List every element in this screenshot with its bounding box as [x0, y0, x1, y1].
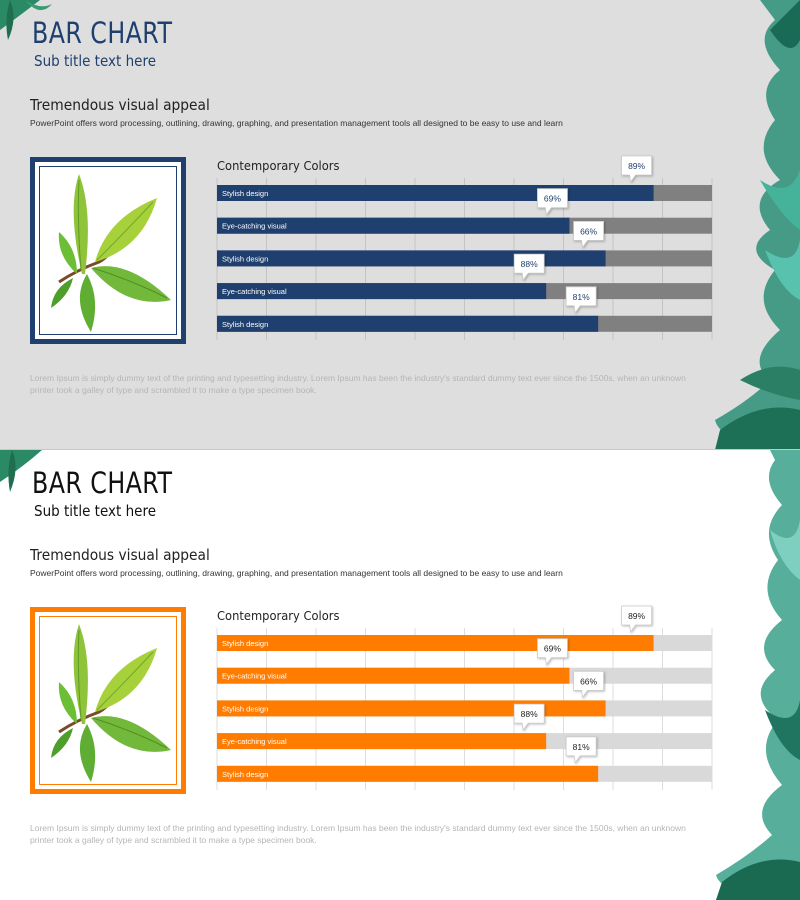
- category-label: Eye-catching visual: [222, 737, 287, 746]
- picture-frame-inner: [39, 616, 177, 785]
- value-callout: 66%: [573, 221, 604, 249]
- bar: [217, 635, 654, 651]
- section-description: PowerPoint offers word processing, outli…: [30, 118, 563, 128]
- value-label: 69%: [544, 194, 561, 204]
- value-label: 89%: [628, 611, 645, 621]
- bar: [217, 700, 606, 717]
- value-label: 88%: [521, 259, 538, 269]
- value-label: 66%: [580, 676, 597, 686]
- slide-orange: BAR CHART Sub title text here Tremendous…: [0, 450, 800, 900]
- callout-bubble: [621, 155, 652, 184]
- category-label: Stylish design: [222, 770, 268, 779]
- value-callout: 69%: [537, 638, 568, 666]
- callout-bubble: [513, 703, 545, 732]
- category-label: Stylish design: [222, 320, 268, 329]
- value-callout: 69%: [537, 188, 568, 216]
- value-label: 81%: [573, 292, 590, 302]
- leaf-image: [51, 624, 171, 782]
- leaf-image: [51, 174, 171, 332]
- callout-bubble: [565, 736, 597, 764]
- callout-bubble: [621, 605, 652, 634]
- callout-bubble: [565, 286, 597, 314]
- picture-frame: [30, 607, 186, 794]
- value-label: 81%: [573, 742, 590, 752]
- value-callout: 66%: [573, 671, 604, 699]
- value-callout: 88%: [513, 703, 545, 732]
- lorem-paragraph: Lorem Ipsum is simply dummy text of the …: [30, 823, 686, 845]
- callout-bubble: [537, 638, 568, 666]
- bar: [217, 217, 570, 234]
- category-label: Stylish design: [222, 254, 268, 263]
- bar: [217, 250, 606, 267]
- category-label: Eye-catching visual: [222, 672, 287, 681]
- bar: [217, 733, 547, 750]
- slide-subtitle: Sub title text here: [34, 502, 157, 520]
- section-heading: Tremendous visual appeal: [30, 546, 210, 564]
- bar: [217, 315, 599, 332]
- category-label: Eye-catching visual: [222, 222, 287, 231]
- category-label: Stylish design: [222, 639, 268, 648]
- category-label: Stylish design: [222, 704, 268, 713]
- chart-title: Contemporary Colors: [217, 158, 340, 173]
- value-callout: 89%: [621, 605, 652, 634]
- lorem-paragraph: Lorem Ipsum is simply dummy text of the …: [30, 373, 686, 395]
- value-label: 89%: [628, 161, 645, 171]
- value-callout: 81%: [565, 286, 597, 314]
- value-callout: 81%: [565, 736, 597, 764]
- value-label: 69%: [544, 644, 561, 654]
- callout-bubble: [573, 671, 604, 699]
- slide-title: BAR CHART: [32, 466, 173, 500]
- slide-title: BAR CHART: [32, 16, 173, 50]
- value-label: 88%: [521, 709, 538, 719]
- bar: [217, 185, 654, 201]
- callout-bubble: [537, 188, 568, 216]
- value-callout: 89%: [621, 155, 652, 184]
- section-description: PowerPoint offers word processing, outli…: [30, 568, 563, 578]
- bar: [217, 283, 547, 300]
- slide-blue: BAR CHART Sub title text here Tremendous…: [0, 0, 800, 450]
- chart-title: Contemporary Colors: [217, 608, 340, 623]
- value-label: 66%: [580, 226, 597, 236]
- slide-subtitle: Sub title text here: [34, 52, 157, 70]
- callout-bubble: [573, 221, 604, 249]
- picture-frame: [30, 157, 186, 344]
- value-callout: 88%: [513, 253, 545, 282]
- bar-chart: Stylish design 89% Eye-catching visual 69% S…: [216, 605, 713, 790]
- callout-bubble: [513, 253, 545, 282]
- picture-frame-inner: [39, 166, 177, 335]
- bar: [217, 765, 599, 782]
- category-label: Eye-catching visual: [222, 287, 287, 296]
- category-label: Stylish design: [222, 189, 268, 198]
- bar: [217, 667, 570, 684]
- bar-chart: Stylish design 89% Eye-catching visual 69% S…: [216, 155, 713, 340]
- section-heading: Tremendous visual appeal: [30, 96, 210, 114]
